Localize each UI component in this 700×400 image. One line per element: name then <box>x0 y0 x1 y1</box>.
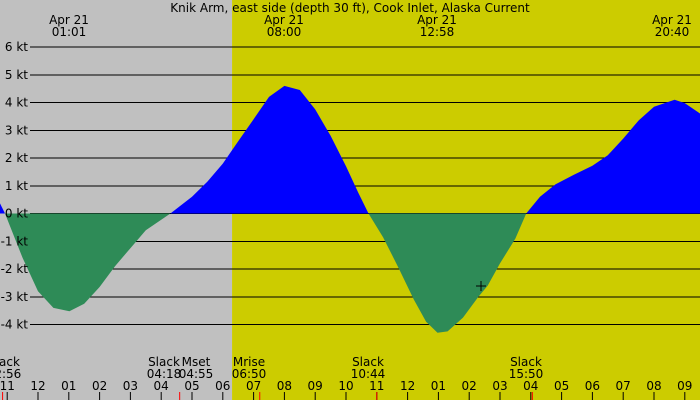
event-time: 22:56 <box>0 367 21 381</box>
x-tick-label: 12 <box>30 379 45 393</box>
event-time: 15:50 <box>509 367 544 381</box>
top-label-date: Apr 21 <box>417 13 457 27</box>
x-tick-label: 07 <box>246 379 261 393</box>
y-tick-label: 4 kt <box>5 96 28 110</box>
x-tick-label: 04 <box>523 379 538 393</box>
event-name: Slack <box>0 355 20 369</box>
y-tick-label: 5 kt <box>5 68 28 82</box>
x-tick-label: 09 <box>308 379 323 393</box>
event-name: Mset <box>182 355 211 369</box>
x-tick-label: 01 <box>431 379 446 393</box>
y-tick-label: -2 kt <box>1 262 29 276</box>
x-tick-label: 11 <box>0 379 15 393</box>
y-axis-labels: 6 kt 5 kt 4 kt 3 kt 2 kt 1 kt 0 kt -1 kt -2 kt -3… <box>1 40 29 332</box>
x-tick-label: 03 <box>492 379 507 393</box>
event-name: Slack <box>148 355 180 369</box>
x-tick-label: 02 <box>462 379 477 393</box>
x-tick-label: 11 <box>369 379 384 393</box>
x-tick-label: 07 <box>616 379 631 393</box>
x-tick-label: 08 <box>646 379 661 393</box>
event-time: 04:55 <box>179 367 214 381</box>
event-time: 06:50 <box>232 367 267 381</box>
top-label-date: Apr 21 <box>49 13 89 27</box>
event-name: Slack <box>510 355 542 369</box>
x-tick-label: 05 <box>184 379 199 393</box>
crosshair-cursor <box>476 281 486 291</box>
y-tick-label: 6 kt <box>5 40 28 54</box>
event-time: 04:18 <box>147 367 182 381</box>
x-tick-label: 03 <box>123 379 138 393</box>
x-tick-label: 01 <box>61 379 76 393</box>
x-tick-label: 08 <box>277 379 292 393</box>
x-tick-label: 04 <box>154 379 169 393</box>
x-tick-label: 06 <box>585 379 600 393</box>
y-tick-label: 0 kt <box>5 207 28 221</box>
y-tick-label: -3 kt <box>1 290 29 304</box>
event-name: Mrise <box>233 355 265 369</box>
top-label-time: 08:00 <box>267 25 302 39</box>
flood-current-area <box>0 85 700 214</box>
top-label-date: Apr 21 <box>264 13 304 27</box>
event-time: 10:44 <box>351 367 386 381</box>
chart-title: Knik Arm, east side (depth 30 ft), Cook … <box>170 1 530 15</box>
y-tick-label: 2 kt <box>5 151 28 165</box>
ebb-current-area <box>0 213 700 333</box>
bottom-event-labels: Slack22:56Slack04:18Mset04:55Mrise06:50S… <box>0 355 543 381</box>
x-tick-label: 10 <box>338 379 353 393</box>
event-name: Slack <box>352 355 384 369</box>
x-tick-label: 12 <box>400 379 415 393</box>
top-label-time: 01:01 <box>52 25 87 39</box>
y-tick-label: -4 kt <box>1 318 29 332</box>
y-tick-label: 1 kt <box>5 179 28 193</box>
top-label-date: Apr 21 <box>652 13 692 27</box>
x-tick-label: 02 <box>92 379 107 393</box>
y-tick-label: 3 kt <box>5 123 28 137</box>
x-axis-hour-labels: 11 12 01 02 03 04 05 06 07 08 09 10 11 12 01 02 03 04 05 06… <box>0 379 692 400</box>
x-tick-label: 09 <box>677 379 692 393</box>
x-tick-label: 06 <box>215 379 230 393</box>
x-tick-label: 05 <box>554 379 569 393</box>
top-label-time: 12:58 <box>420 25 455 39</box>
top-label-time: 20:40 <box>655 25 690 39</box>
y-tick-label: -1 kt <box>1 234 29 248</box>
